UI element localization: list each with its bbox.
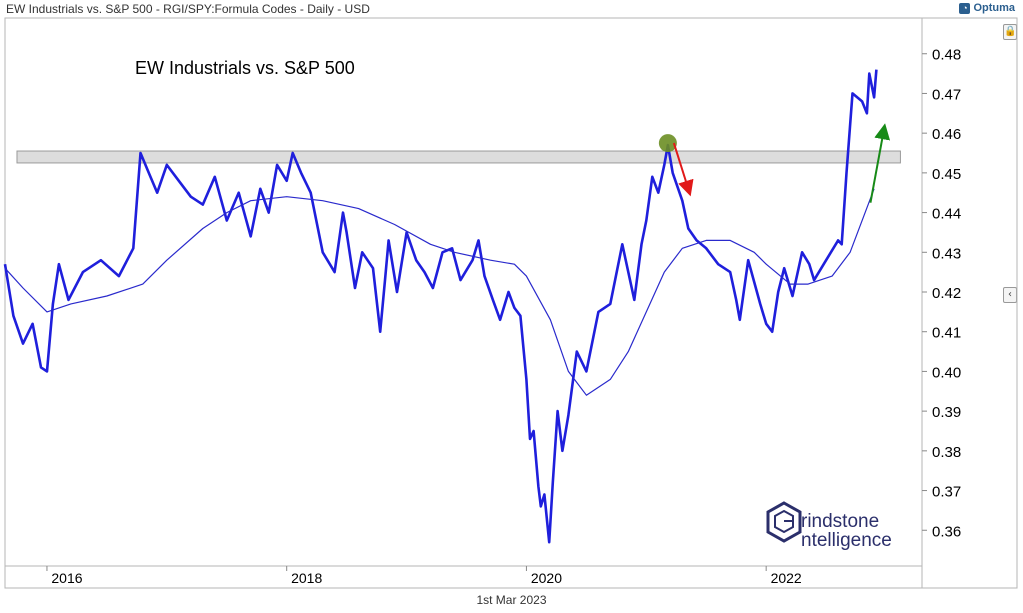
price-ratio-line [3,69,878,544]
y-tick-label: 0.47 [932,86,961,103]
y-tick-label: 0.43 [932,245,961,262]
up-arrow [869,123,891,203]
y-tick-label: 0.48 [932,47,961,64]
y-tick-label: 0.38 [932,444,961,461]
peak-marker [658,134,677,153]
x-tick-label: 2018 [291,570,322,586]
x-tick-label: 2020 [531,570,562,586]
x-tick-label: 2022 [771,570,802,586]
watermark-line2: ntelligence [801,530,892,551]
grindstone-watermark: rindstone ntelligence [766,501,892,551]
watermark-line1: rindstone [801,511,879,532]
y-tick-label: 0.37 [932,484,961,501]
optuma-logo-icon: ◔ [959,2,971,14]
y-tick-label: 0.45 [932,166,961,183]
down-arrow [672,142,694,197]
y-tick-label: 0.46 [932,126,961,143]
y-tick-label: 0.39 [932,404,961,421]
grindstone-hexagon-logo-icon [766,501,802,543]
chart-title: EW Industrials vs. S&P 500 [135,58,355,78]
window-title: EW Industrials vs. S&P 500 - RGI/SPY:For… [6,2,370,16]
y-tick-label: 0.44 [932,206,961,223]
moving-average-line [4,188,875,396]
brand: ◔ Optuma [959,2,1015,14]
y-tick-label: 0.41 [932,325,961,342]
chart-frame [4,17,1018,589]
brand-name: Optuma [973,2,1015,14]
y-tick-label: 0.36 [932,523,961,540]
chevron-left-icon[interactable]: ‹ [1003,287,1017,303]
x-tick-label: 2016 [51,570,82,586]
y-tick-label: 0.42 [932,285,961,302]
resistance-band [16,150,901,164]
footer-date: 1st Mar 2023 [476,593,547,607]
y-tick-label: 0.40 [932,364,961,381]
